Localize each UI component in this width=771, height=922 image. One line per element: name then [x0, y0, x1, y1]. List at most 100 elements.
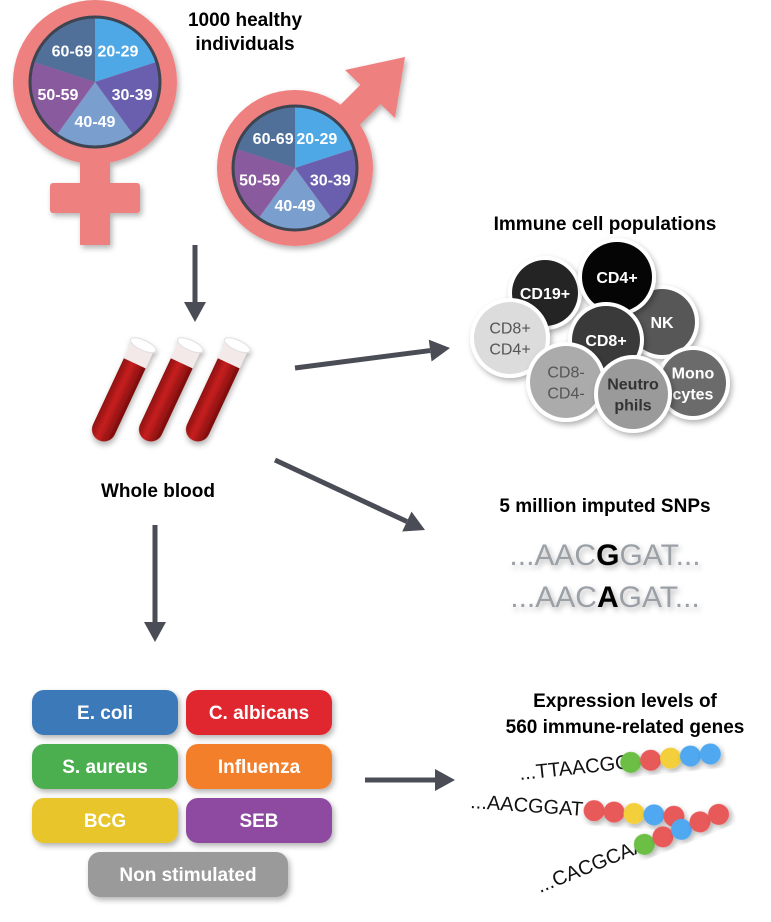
- arrow-head: [435, 769, 455, 791]
- expression-bead: [699, 743, 721, 765]
- expression-bead: [620, 751, 642, 773]
- female-slice-label: 20-29: [97, 43, 138, 60]
- stimulus-non-stimulated[interactable]: Non stimulated: [88, 852, 288, 897]
- male-pie-border: [231, 104, 359, 232]
- snp-title: 5 million imputed SNPs: [499, 496, 710, 517]
- cell-label: CD8+: [489, 321, 530, 338]
- female-age-pie: 20-29 30-39 40-49 50-59 60-69: [28, 15, 162, 149]
- expression-bead: [679, 745, 701, 767]
- female-slice-label: 30-39: [112, 87, 153, 104]
- cell-label: CD8-: [547, 365, 584, 382]
- cell-label: CD4+: [489, 342, 530, 359]
- arrow-head: [402, 511, 425, 532]
- male-slice-40-49: [258, 168, 332, 231]
- arrow-shaft: [273, 457, 408, 524]
- stimulus-influenza[interactable]: Influenza: [186, 744, 332, 789]
- blood-tube: [138, 337, 204, 442]
- male-slice-30-39: [295, 148, 357, 219]
- strand-sequence: ...AACGGAT: [470, 791, 584, 821]
- male-slice-label: 50-59: [239, 172, 280, 189]
- male-slice-label: 60-69: [253, 131, 294, 148]
- stimulus-c-albicans[interactable]: C. albicans: [186, 690, 332, 735]
- expression-title-1: Expression levels of: [533, 691, 717, 712]
- strand-sequence: ...TTAACGG: [518, 751, 632, 785]
- cell-cd4pos: CD4+: [578, 238, 656, 316]
- expression-bead: [643, 804, 665, 826]
- stimulus-label: BCG: [84, 811, 126, 832]
- stimulus-bcg[interactable]: BCG: [32, 798, 178, 843]
- blood-tube: [185, 337, 251, 442]
- female-slice-label: 50-59: [37, 87, 78, 104]
- arrow-head: [428, 339, 450, 362]
- stimuli-buttons: E. coli C. albicans S. aureus Influenza BCG S…: [32, 690, 332, 897]
- cell-label: Mono: [672, 366, 715, 383]
- expression-bead: [623, 802, 645, 824]
- male-slice-20-29: [295, 106, 354, 168]
- stimulus-label: Influenza: [218, 757, 301, 778]
- expression-bead: [640, 749, 662, 771]
- cohort-title-2: individuals: [195, 34, 294, 55]
- stimulus-label: SEB: [239, 811, 278, 832]
- stimulus-label: C. albicans: [209, 703, 309, 724]
- cell-neutro-phils: Neutro phils: [594, 355, 672, 433]
- expression-bead: [670, 818, 692, 840]
- expression-bead: [689, 811, 711, 833]
- stimulus-label: Non stimulated: [119, 865, 256, 886]
- female-slice-40-49: [56, 82, 134, 147]
- expression-strand: ...TTAACGG: [518, 743, 721, 785]
- strand-sequence: ...CACGCAA: [534, 834, 650, 898]
- blood-tube: [91, 337, 157, 442]
- male-slice-60-69: [236, 106, 295, 168]
- female-slice-50-59: [30, 61, 95, 135]
- male-slice-label: 40-49: [275, 198, 316, 215]
- cell-label: CD4-: [547, 386, 584, 403]
- arrow-head: [184, 302, 206, 322]
- arrow-head: [144, 622, 166, 642]
- whole-blood-label: Whole blood: [101, 481, 215, 502]
- stimulus-s-aureus[interactable]: S. aureus: [32, 744, 178, 789]
- stimulus-label: E. coli: [77, 703, 133, 724]
- male-age-pie: 20-29 30-39 40-49 50-59 60-69: [231, 104, 359, 232]
- female-slice-label: 40-49: [75, 114, 116, 131]
- male-slice-label: 20-29: [296, 131, 337, 148]
- expression-bead: [660, 747, 682, 769]
- cell-cd8pos-cd4pos: CD8+ CD4+: [470, 298, 550, 378]
- stimulus-label: S. aureus: [62, 757, 148, 778]
- arrow-shaft: [294, 348, 431, 371]
- cell-label: CD8+: [585, 333, 626, 350]
- cell-label: Neutro: [607, 377, 659, 394]
- stimulus-seb[interactable]: SEB: [186, 798, 332, 843]
- cell-label: CD19+: [520, 286, 570, 303]
- female-slice-20-29: [95, 17, 157, 82]
- male-slice-50-59: [233, 148, 295, 219]
- expression-bead: [708, 803, 730, 825]
- snp-seq-2: ...AACAGAT...: [510, 581, 700, 614]
- cell-label: phils: [614, 398, 651, 415]
- female-slice-30-39: [95, 61, 161, 135]
- snp-seq-1: ...AACGGAT...: [509, 539, 700, 572]
- blood-tubes-icon: [91, 337, 251, 442]
- arrows: [144, 245, 455, 791]
- female-pie-border: [28, 15, 162, 149]
- male-slice-label: 30-39: [310, 172, 351, 189]
- immune-cells: CD19+ NK CD4+ CD8+ CD4+ CD8+ Mono cytes CD8- CD4-…: [470, 238, 730, 433]
- cohort-title: 1000 healthy: [188, 10, 302, 31]
- expression-bead: [603, 801, 625, 823]
- expression-title-2: 560 immune-related genes: [506, 717, 745, 738]
- expression-bead: [633, 833, 655, 855]
- cell-label: cytes: [673, 387, 714, 404]
- expression-bead: [583, 800, 605, 822]
- female-slice-label: 60-69: [52, 43, 93, 60]
- expression-strands: ...TTAACGG ...AACGGAT ...CACGCAA: [470, 743, 730, 898]
- expression-strand: ...AACGGAT: [470, 791, 685, 827]
- expression-bead: [652, 826, 674, 848]
- cell-mono-cytes: Mono cytes: [656, 346, 730, 420]
- cell-label: NK: [650, 315, 674, 332]
- immune-title: Immune cell populations: [494, 214, 717, 235]
- female-slice-60-69: [33, 17, 95, 82]
- cell-cd8--cd4-: CD8- CD4-: [526, 342, 606, 422]
- cell-label: CD4+: [596, 270, 637, 287]
- stimulus-e-coli[interactable]: E. coli: [32, 690, 178, 735]
